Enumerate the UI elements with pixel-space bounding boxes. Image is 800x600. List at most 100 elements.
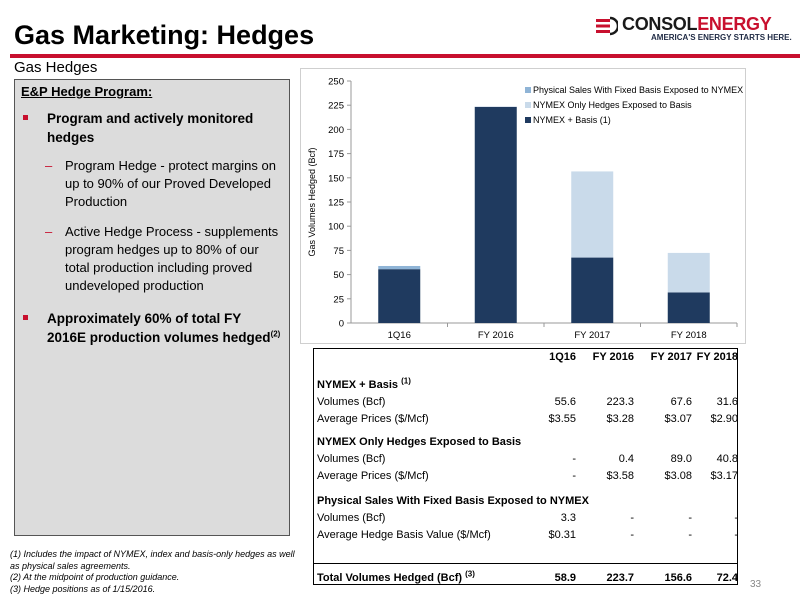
cell-value: 40.8 — [716, 453, 738, 465]
bullet-text: Program and actively monitored hedges — [47, 111, 254, 145]
sub-bullet-program-hedge: – Program Hedge - protect margins on up … — [21, 157, 283, 211]
red-square-bullet-icon — [23, 115, 28, 120]
sub-bullet-active-hedge: – Active Hedge Process - supplements pro… — [21, 223, 283, 295]
cell-value: 223.7 — [606, 572, 634, 584]
cell-value: 89.0 — [670, 453, 692, 465]
page-title: Gas Marketing: Hedges — [14, 20, 315, 50]
x-tick-label: FY 2018 — [671, 330, 707, 341]
cell-value: 58.9 — [554, 572, 576, 584]
y-axis-title: Gas Volumes Hedged (Bcf) — [307, 147, 317, 256]
legend-entry: NYMEX Only Hedges Exposed to Basis — [533, 100, 692, 110]
bar-segment-1 — [378, 269, 421, 323]
cell-value: 223.3 — [606, 396, 634, 408]
x-tick-label: FY 2016 — [478, 330, 514, 341]
title-divider — [10, 54, 800, 58]
table-row: Volumes (Bcf) 55.6 223.3 67.6 31.6 — [314, 394, 738, 411]
y-tick-label: 25 — [333, 294, 344, 305]
consol-logo-mark-icon — [596, 16, 618, 36]
y-tick-label: 75 — [333, 246, 344, 257]
bar-segment-1 — [667, 292, 710, 323]
bar-segment-2 — [571, 171, 614, 258]
y-tick-label: 150 — [328, 173, 344, 184]
y-tick-label: 175 — [328, 149, 344, 160]
y-tick-label: 100 — [328, 222, 344, 233]
cell-value: 72.4 — [716, 572, 738, 584]
red-square-bullet-icon — [23, 315, 28, 320]
footnote-ref: (3) — [465, 569, 475, 579]
x-tick-label: 1Q16 — [388, 330, 411, 341]
footnotes: (1) Includes the impact of NYMEX, index … — [10, 549, 300, 595]
cell-value: 3.3 — [560, 512, 576, 524]
logo-tagline: AMERICA'S ENERGY STARTS HERE. — [651, 33, 792, 42]
row-label: NYMEX Only Hedges Exposed to Basis — [317, 436, 522, 448]
row-label: Volumes (Bcf) — [317, 512, 386, 524]
row-label: Total Volumes Hedged (Bcf) (3) — [317, 569, 475, 584]
hedge-table: 1Q16 FY 2016 FY 2017 FY 2018 NYMEX + Basis (… — [313, 348, 738, 585]
logo-name-consol: CONSOL — [622, 14, 698, 34]
cell-value: $3.17 — [710, 470, 738, 482]
y-tick-label: 250 — [328, 77, 344, 88]
cell-value: 67.6 — [670, 396, 692, 408]
page-number: 33 — [750, 579, 762, 590]
total-divider — [314, 563, 737, 564]
y-tick-label: 125 — [328, 198, 344, 209]
hedge-volume-chart: 0 25 50 75 100 125 150 175 200 225 250 Gas Volumes … — [300, 68, 746, 344]
bar-segment-2 — [667, 252, 710, 293]
hedge-program-box: E&P Hedge Program: Program and actively … — [14, 79, 290, 536]
legend-swatch — [525, 117, 531, 123]
bar-segment-1 — [571, 257, 614, 323]
footnote-ref: (1) — [401, 376, 411, 386]
row-label: NYMEX + Basis (1) — [317, 376, 411, 391]
legend-entry: Physical Sales With Fixed Basis Exposed … — [533, 85, 743, 95]
table-row: Volumes (Bcf) - 0.4 89.0 40.8 — [314, 451, 738, 468]
cell-value: - — [630, 529, 634, 541]
footnote-ref: (2) — [270, 329, 281, 339]
x-tick-label: FY 2017 — [574, 330, 610, 341]
table-row: Volumes (Bcf) 3.3 - - - — [314, 510, 738, 527]
row-label: Average Hedge Basis Value ($/Mcf) — [317, 529, 491, 541]
legend-entry: NYMEX + Basis (1) — [533, 115, 611, 125]
dash-bullet-icon: – — [45, 224, 53, 239]
bullet-text: Approximately 60% of total FY 2016E prod… — [47, 311, 271, 345]
total-row: Total Volumes Hedged (Bcf) (3) 58.9 223.7 1… — [314, 569, 738, 587]
section-title-row: NYMEX + Basis (1) — [314, 377, 737, 394]
legend-swatch — [525, 87, 531, 93]
table-header-row: 1Q16 FY 2016 FY 2017 FY 2018 — [314, 349, 738, 366]
cell-value: $3.58 — [606, 470, 634, 482]
cell-value: FY 2018 — [696, 351, 738, 363]
consol-energy-logo: CONSOLENERGY AMERICA'S ENERGY STARTS HER… — [596, 14, 796, 44]
footnote-2: (2) At the midpoint of production guidan… — [10, 572, 180, 582]
cell-value: $3.08 — [664, 470, 692, 482]
cell-value: 31.6 — [716, 396, 738, 408]
chart-canvas: 0 25 50 75 100 125 150 175 200 225 250 Gas Volumes … — [307, 77, 743, 342]
cell-value: $2.90 — [710, 413, 738, 425]
bullet-volumes-hedged: Approximately 60% of total FY 2016E prod… — [21, 309, 283, 347]
cell-value: $0.31 — [548, 529, 576, 541]
cell-value: $3.55 — [548, 413, 576, 425]
logo-wordmark: CONSOLENERGY — [622, 14, 772, 35]
y-tick-label: 50 — [333, 270, 344, 281]
row-label: Average Prices ($/Mcf) — [317, 470, 429, 482]
cell-value: - — [630, 512, 634, 524]
cell-value: 0.4 — [618, 453, 634, 465]
row-label: Volumes (Bcf) — [317, 396, 386, 408]
cell-value: - — [572, 453, 576, 465]
section-subtitle: Gas Hedges — [14, 59, 98, 76]
footnote-3: (3) Hedge positions as of 1/15/2016. — [10, 583, 156, 594]
logo-name-energy: ENERGY — [697, 14, 772, 34]
table-row: Average Hedge Basis Value ($/Mcf) $0.31 - -… — [314, 527, 738, 544]
y-tick-label: 200 — [328, 125, 344, 136]
cell-value: 1Q16 — [549, 351, 576, 363]
row-label: Average Prices ($/Mcf) — [317, 413, 429, 425]
row-label: Volumes (Bcf) — [317, 453, 386, 465]
cell-value: - — [688, 529, 692, 541]
section-title-row: Physical Sales With Fixed Basis Exposed … — [314, 493, 737, 510]
sub-bullet-text: Active Hedge Process - supplements progr… — [65, 224, 279, 293]
legend-swatch — [525, 102, 531, 108]
bullet-program-hedges: Program and actively monitored hedges — [21, 109, 283, 147]
cell-value: $3.07 — [664, 413, 692, 425]
footnote-1: (1) Includes the impact of NYMEX, index … — [10, 549, 295, 571]
y-tick-label: 0 — [339, 319, 344, 330]
sub-bullet-text: Program Hedge - protect margins on up to… — [65, 158, 276, 209]
section-title-row: NYMEX Only Hedges Exposed to Basis — [314, 434, 737, 451]
